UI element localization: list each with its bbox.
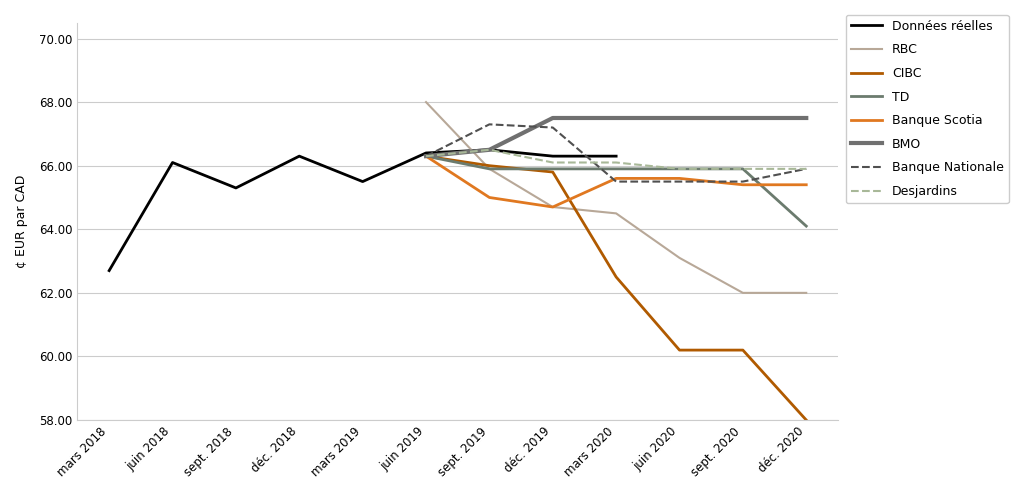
- RBC: [483, 166, 496, 172]
- Données réelles: [166, 160, 178, 165]
- Line: Banque Scotia: Banque Scotia: [426, 156, 806, 207]
- TD: [483, 166, 496, 172]
- BMO: [547, 115, 559, 121]
- Banque Nationale: [736, 179, 749, 185]
- Banque Scotia: [420, 153, 432, 159]
- Line: Données réelles: Données réelles: [110, 150, 616, 271]
- Données réelles: [229, 185, 242, 191]
- Données réelles: [356, 179, 369, 185]
- RBC: [674, 255, 686, 261]
- RBC: [420, 99, 432, 105]
- CIBC: [610, 274, 623, 280]
- Banque Nationale: [610, 179, 623, 185]
- Y-axis label: ¢ EUR par CAD: ¢ EUR par CAD: [15, 175, 28, 268]
- Données réelles: [483, 147, 496, 153]
- Line: BMO: BMO: [426, 118, 806, 156]
- Données réelles: [547, 153, 559, 159]
- Banque Scotia: [736, 182, 749, 188]
- RBC: [610, 210, 623, 216]
- TD: [420, 153, 432, 159]
- BMO: [420, 153, 432, 159]
- Banque Scotia: [610, 175, 623, 181]
- Banque Nationale: [420, 153, 432, 159]
- Données réelles: [420, 150, 432, 156]
- Banque Nationale: [800, 166, 812, 172]
- Line: CIBC: CIBC: [426, 156, 806, 420]
- Desjardins: [483, 147, 496, 153]
- BMO: [483, 147, 496, 153]
- TD: [610, 166, 623, 172]
- Line: Banque Nationale: Banque Nationale: [426, 124, 806, 182]
- Banque Scotia: [674, 175, 686, 181]
- TD: [736, 166, 749, 172]
- BMO: [736, 115, 749, 121]
- Banque Nationale: [547, 124, 559, 130]
- BMO: [800, 115, 812, 121]
- BMO: [674, 115, 686, 121]
- CIBC: [547, 169, 559, 175]
- TD: [547, 166, 559, 172]
- CIBC: [736, 347, 749, 353]
- CIBC: [483, 163, 496, 168]
- Données réelles: [103, 268, 116, 274]
- Banque Nationale: [674, 179, 686, 185]
- CIBC: [674, 347, 686, 353]
- RBC: [800, 290, 812, 296]
- Line: RBC: RBC: [426, 102, 806, 293]
- Banque Scotia: [483, 195, 496, 201]
- Desjardins: [736, 166, 749, 172]
- Desjardins: [420, 153, 432, 159]
- CIBC: [420, 153, 432, 159]
- Desjardins: [547, 160, 559, 165]
- CIBC: [800, 417, 812, 423]
- Line: TD: TD: [426, 156, 806, 226]
- Banque Scotia: [547, 204, 559, 210]
- Desjardins: [800, 166, 812, 172]
- Banque Scotia: [800, 182, 812, 188]
- TD: [800, 223, 812, 229]
- Legend: Données réelles, RBC, CIBC, TD, Banque Scotia, BMO, Banque Nationale, Desjardins: Données réelles, RBC, CIBC, TD, Banque S…: [846, 15, 1009, 203]
- RBC: [547, 204, 559, 210]
- Line: Desjardins: Desjardins: [426, 150, 806, 169]
- BMO: [610, 115, 623, 121]
- Banque Nationale: [483, 122, 496, 127]
- RBC: [736, 290, 749, 296]
- Desjardins: [610, 160, 623, 165]
- Données réelles: [610, 153, 623, 159]
- Données réelles: [293, 153, 305, 159]
- TD: [674, 166, 686, 172]
- Desjardins: [674, 166, 686, 172]
